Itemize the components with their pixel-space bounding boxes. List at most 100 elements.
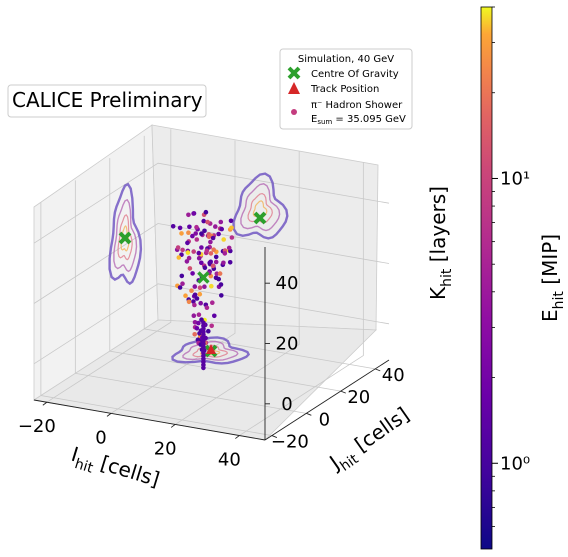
y-tick-mark (375, 368, 381, 372)
z-tick-label: 20 (276, 334, 299, 355)
hit-point (190, 271, 195, 276)
hit-point (180, 281, 185, 287)
hit-point (192, 292, 198, 298)
hit-point (191, 313, 197, 319)
hit-point (204, 248, 210, 253)
x-axis-label: Ihit [cells] (67, 442, 162, 496)
projected-cog-icon (118, 231, 132, 245)
hit-point (184, 259, 190, 264)
colorbar: 10⁰ 10¹ Ehit [MIP] (480, 6, 567, 550)
legend-title: Simulation, 40 GeV (298, 54, 394, 65)
hit-point (206, 328, 211, 334)
hit-point (194, 326, 200, 331)
x-tick-label: 40 (218, 450, 241, 471)
hit-point (201, 320, 206, 326)
z-axis-label: Khit [layers] (426, 186, 455, 300)
hit-point (203, 209, 209, 215)
hit-point (192, 302, 197, 308)
y-tick-label: −20 (271, 432, 309, 453)
hit-point (218, 219, 224, 225)
hit-point (204, 305, 210, 311)
hit-point (219, 226, 224, 232)
hit-point (170, 224, 176, 229)
hit-point (185, 250, 191, 255)
hit-point (208, 251, 214, 256)
hit-point (205, 219, 210, 225)
hit-point (193, 231, 198, 236)
projected-track-icon (206, 344, 216, 354)
legend-entry-track: Track Position (288, 82, 379, 95)
hit-point (221, 260, 226, 266)
hit-point (222, 251, 228, 256)
hit-point (175, 245, 181, 250)
x-tick-mark (42, 401, 48, 406)
hit-point (190, 233, 195, 239)
hit-point (177, 285, 183, 290)
grid-line (33, 223, 390, 304)
back-wall-contour (240, 183, 281, 232)
hit-point (179, 231, 184, 236)
grid-line (143, 135, 376, 370)
back-wall-contour (247, 192, 273, 224)
floor-contour (182, 340, 239, 361)
hit-point (176, 255, 182, 260)
grid-line (33, 162, 390, 244)
projected-cog-stroke (118, 231, 132, 245)
hit-point (217, 271, 223, 276)
hit-point (199, 245, 204, 250)
hit-point (177, 225, 183, 231)
hit-point (196, 255, 202, 261)
cog-stroke (197, 271, 210, 284)
hit-point (218, 282, 224, 287)
hit-point (216, 231, 221, 237)
hit-point (189, 288, 194, 294)
y-axis-line (264, 359, 390, 441)
hit-point (212, 313, 217, 319)
hit-point (202, 284, 207, 290)
left-wall-contour (113, 198, 138, 273)
colorbar-gradient (480, 6, 493, 550)
hit-point (229, 225, 234, 231)
x-tick-mark (170, 424, 176, 428)
hit-point (194, 237, 200, 242)
calice-badge: CALICE Preliminary (7, 84, 207, 118)
tick-labels: −20 0 20 40 −20 0 20 40 0 20 40 (18, 247, 405, 471)
hit-point (213, 224, 218, 229)
hit-point (227, 260, 233, 265)
left-wall-contour (117, 214, 133, 261)
grid-lines (33, 129, 390, 436)
floor-contour (192, 344, 229, 358)
hit-point (198, 300, 203, 306)
hit-point (214, 271, 220, 277)
grid-line (109, 158, 341, 392)
projected-cog-stroke (253, 211, 267, 225)
hit-point (196, 312, 202, 318)
hit-point (185, 240, 190, 246)
centre-of-gravity-marker (197, 271, 210, 284)
x-tick-mark (235, 435, 240, 439)
hit-point (202, 228, 207, 234)
x-tick-label: 20 (154, 438, 177, 459)
hit-point (206, 234, 212, 239)
calice-badge-text: CALICE Preliminary (12, 88, 203, 112)
hit-point (208, 259, 213, 265)
hit-point (209, 283, 214, 289)
y-tick-label: 0 (319, 409, 330, 430)
cog-marker-icon (287, 66, 301, 80)
back-wall-contour (232, 172, 289, 240)
hit-point (194, 224, 199, 230)
left-wall-contour (108, 182, 143, 286)
legend: Simulation, 40 GeV Centre Of Gravity Tra… (279, 48, 413, 130)
hit-point (221, 237, 226, 242)
projected-cog-icon (253, 211, 267, 225)
hit-point (192, 284, 198, 289)
hit-point (202, 265, 208, 271)
legend-label-cog: Centre Of Gravity (311, 69, 399, 80)
hit-point (186, 255, 192, 261)
y-tick-mark (306, 412, 312, 416)
hit-point (211, 247, 216, 252)
floor-contour (171, 336, 251, 365)
shower-marker-icon (291, 109, 297, 115)
hit-point (199, 231, 204, 236)
z-tick-label: 0 (281, 394, 292, 415)
